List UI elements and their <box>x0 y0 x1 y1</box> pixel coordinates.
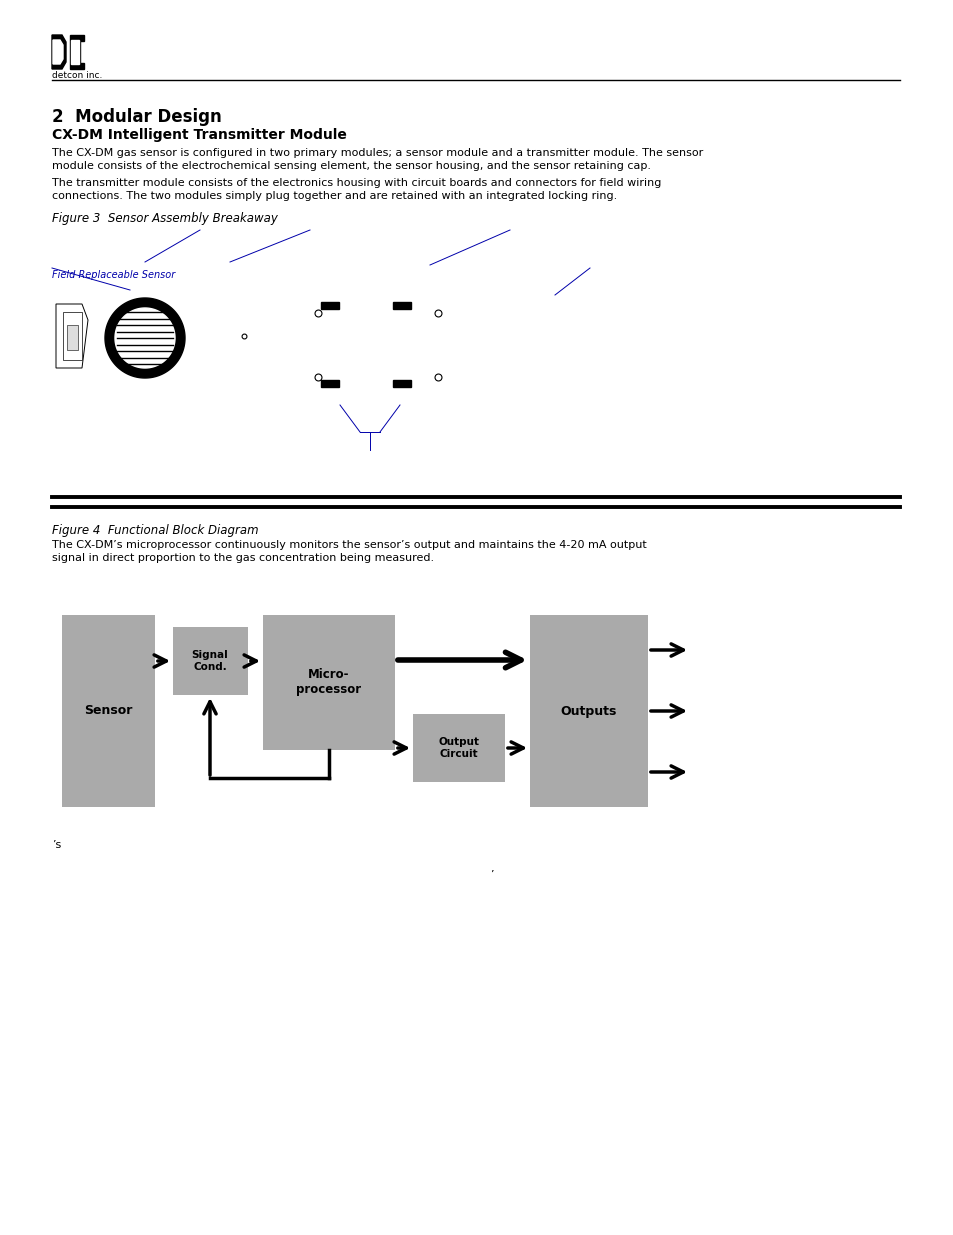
Bar <box>263 615 395 750</box>
Polygon shape <box>70 35 84 69</box>
Text: ’: ’ <box>490 869 493 881</box>
Text: detcon inc.: detcon inc. <box>52 70 102 80</box>
Bar <box>393 303 411 309</box>
Bar <box>413 714 504 782</box>
Polygon shape <box>115 308 174 368</box>
Text: Outputs: Outputs <box>560 704 617 718</box>
Bar <box>62 615 154 806</box>
Text: Signal
Cond.: Signal Cond. <box>192 650 228 672</box>
Bar <box>195 298 255 378</box>
Polygon shape <box>52 35 66 69</box>
Polygon shape <box>105 298 185 378</box>
Bar <box>313 301 442 389</box>
Text: CX-DM Intelligent Transmitter Module: CX-DM Intelligent Transmitter Module <box>52 128 347 142</box>
Text: The CX-DM gas sensor is configured in two primary modules; a sensor module and a: The CX-DM gas sensor is configured in tw… <box>52 148 702 172</box>
Text: The transmitter module consists of the electronics housing with circuit boards a: The transmitter module consists of the e… <box>52 178 660 201</box>
Text: Output
Circuit: Output Circuit <box>438 737 479 758</box>
Bar <box>331 327 424 363</box>
Text: 2  Modular Design: 2 Modular Design <box>52 107 221 126</box>
Bar <box>504 310 535 380</box>
Bar <box>530 615 647 806</box>
Polygon shape <box>53 40 63 64</box>
Bar <box>578 324 605 351</box>
Bar <box>188 329 198 343</box>
Bar <box>172 627 248 695</box>
Polygon shape <box>71 40 79 64</box>
Text: Figure 3  Sensor Assembly Breakaway: Figure 3 Sensor Assembly Breakaway <box>52 212 277 225</box>
Text: Figure 4  Functional Block Diagram: Figure 4 Functional Block Diagram <box>52 524 258 537</box>
Polygon shape <box>67 325 78 350</box>
Text: ’s: ’s <box>52 840 61 850</box>
Bar <box>393 380 411 387</box>
Bar <box>320 380 338 387</box>
Bar <box>188 357 198 370</box>
Bar <box>188 301 198 315</box>
Bar <box>547 308 561 375</box>
Bar <box>285 293 504 398</box>
Bar <box>320 303 338 309</box>
Polygon shape <box>56 304 88 368</box>
Text: Field Replaceable Sensor: Field Replaceable Sensor <box>52 270 175 280</box>
Text: The CX-DM’s microprocessor continuously monitors the sensor’s output and maintai: The CX-DM’s microprocessor continuously … <box>52 540 646 563</box>
Polygon shape <box>63 312 82 359</box>
Text: Micro-
processor: Micro- processor <box>296 668 361 697</box>
Text: Sensor: Sensor <box>84 704 132 718</box>
